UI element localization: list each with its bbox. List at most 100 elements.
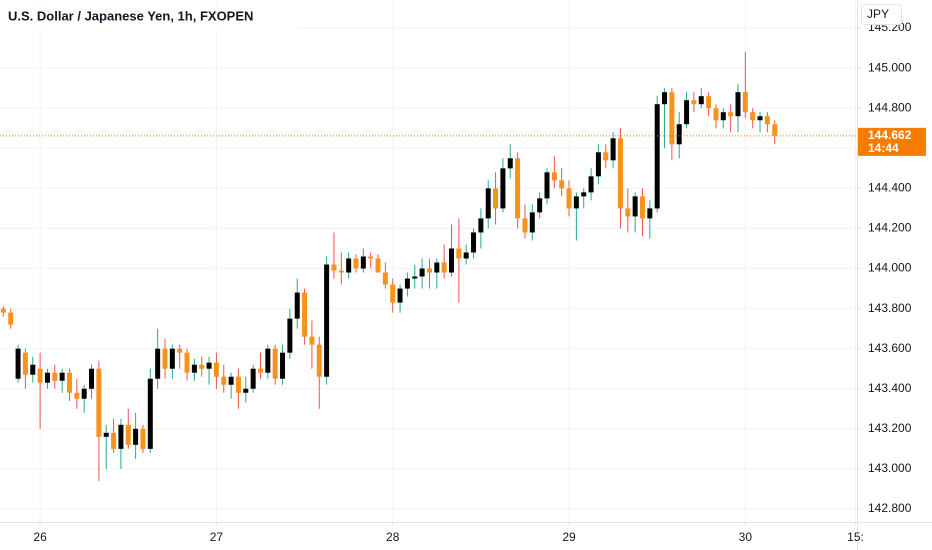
candle-body (742, 92, 748, 113)
candle-body (125, 424, 131, 445)
candle-body (404, 278, 410, 289)
x-tick-label: 28 (386, 530, 400, 544)
x-tick-label: 15: (847, 530, 864, 544)
candle-body (59, 372, 65, 381)
grid (0, 0, 857, 522)
candle-body (485, 188, 491, 219)
candle-body (177, 348, 183, 353)
candle-body (529, 212, 535, 233)
candle-body (544, 172, 550, 199)
candle-body (706, 96, 712, 109)
candle-body (368, 256, 374, 259)
candle-body (89, 368, 95, 389)
candle-body (493, 188, 499, 209)
candle-body (44, 372, 50, 383)
candle-body (647, 208, 653, 219)
y-tick-label: 145.000 (868, 60, 912, 74)
candle-body (294, 292, 300, 319)
candle-body (81, 388, 87, 399)
candle-body (691, 100, 697, 105)
candle-body (66, 372, 72, 393)
candle-body (515, 158, 521, 219)
candle-body (324, 264, 330, 377)
candle-body (522, 218, 528, 233)
candle-body (735, 92, 741, 117)
y-tick-label: 143.600 (868, 341, 912, 355)
candle-body (331, 264, 337, 271)
candle-body (250, 368, 256, 389)
candle-body (764, 116, 770, 125)
candle-body (654, 104, 660, 209)
candle-body (235, 376, 241, 393)
y-tick-label: 144.200 (868, 221, 912, 235)
axes: 142.800 143.000 143.200 143.400 143.600 143.8… (33, 20, 926, 544)
candle-body (30, 364, 36, 375)
candle-body (676, 124, 682, 145)
candle-body (346, 258, 352, 273)
candle-body (720, 112, 726, 121)
candle-body (573, 196, 579, 209)
candle-body (96, 368, 102, 437)
candle-body (338, 270, 344, 273)
candle-body (632, 196, 638, 217)
candle-body (111, 432, 117, 449)
candle-body (728, 112, 734, 117)
candle-body (507, 158, 513, 169)
candle-body (588, 176, 594, 193)
candle-body (206, 362, 212, 369)
candle-body (22, 352, 28, 375)
currency-label[interactable]: JPY (867, 7, 889, 21)
candle-body (581, 192, 587, 197)
candle-body (698, 96, 704, 105)
currency-box[interactable] (861, 4, 902, 25)
candle-body (103, 432, 109, 437)
candle-body (662, 92, 668, 105)
candle-body (500, 168, 506, 209)
candle-body (74, 392, 80, 399)
candle-body (610, 138, 616, 161)
candle-body (309, 336, 315, 345)
candle-body (757, 116, 763, 121)
y-tick-label: 144.400 (868, 181, 912, 195)
candle-body (155, 348, 161, 379)
candle-body (162, 348, 168, 369)
candle-body (8, 312, 14, 325)
candle-body (639, 196, 645, 219)
candle-body (559, 180, 565, 189)
candle-body (382, 272, 388, 285)
candle-body (537, 198, 543, 213)
candle-body (140, 428, 146, 449)
candle-body (412, 276, 418, 279)
title-backdrop (0, 4, 300, 30)
candle-body (595, 152, 601, 177)
candle-body (551, 172, 557, 181)
candle-body (280, 352, 286, 379)
candle-body (265, 348, 271, 373)
y-tick-label: 144.800 (868, 100, 912, 114)
candle-body (397, 288, 403, 303)
candle-body (463, 252, 469, 259)
candle-body (184, 352, 190, 373)
candle-body (169, 348, 175, 369)
candle-body (316, 344, 322, 377)
candle-body (191, 364, 197, 373)
x-tick-label: 26 (33, 530, 47, 544)
candle-body (617, 138, 623, 209)
candle-body (603, 152, 609, 161)
candle-body (456, 248, 462, 259)
candle-body (772, 124, 778, 136)
candle-body (360, 256, 366, 269)
last-price-box (858, 127, 926, 156)
countdown-label: 14:44 (868, 141, 899, 155)
candle-body (37, 368, 43, 383)
candle-body (228, 376, 234, 385)
candle-body (478, 218, 484, 233)
candle-body (15, 348, 21, 379)
candle-body (441, 262, 447, 273)
candle-body (118, 424, 124, 449)
candle-body (221, 376, 227, 385)
candle-body (272, 348, 278, 379)
candle-body (375, 258, 381, 273)
